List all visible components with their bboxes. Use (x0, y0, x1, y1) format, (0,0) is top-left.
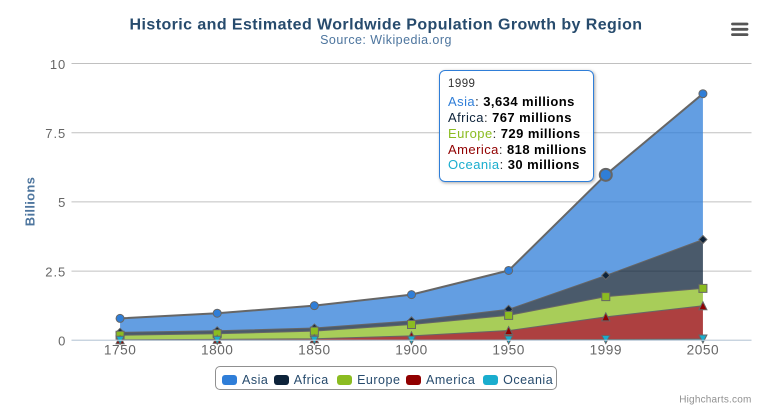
svg-text:1999: 1999 (590, 343, 622, 358)
svg-text:1750: 1750 (104, 343, 136, 358)
svg-text:2.5: 2.5 (45, 264, 66, 279)
svg-text:5: 5 (58, 195, 66, 210)
svg-text:Source: Wikipedia.org: Source: Wikipedia.org (320, 33, 452, 47)
svg-text:1900: 1900 (395, 343, 427, 358)
svg-text:0: 0 (58, 334, 66, 349)
svg-text:7.5: 7.5 (45, 126, 66, 141)
svg-text:2050: 2050 (687, 343, 719, 358)
svg-text:Highcharts.com: Highcharts.com (679, 395, 751, 406)
svg-text:1950: 1950 (492, 343, 524, 358)
svg-text:10: 10 (50, 57, 66, 72)
svg-text:1850: 1850 (298, 343, 330, 358)
svg-text:1800: 1800 (201, 343, 233, 358)
svg-text:Historic and Estimated Worldwi: Historic and Estimated Worldwide Populat… (130, 17, 643, 34)
svg-text:Billions: Billions (23, 177, 38, 226)
